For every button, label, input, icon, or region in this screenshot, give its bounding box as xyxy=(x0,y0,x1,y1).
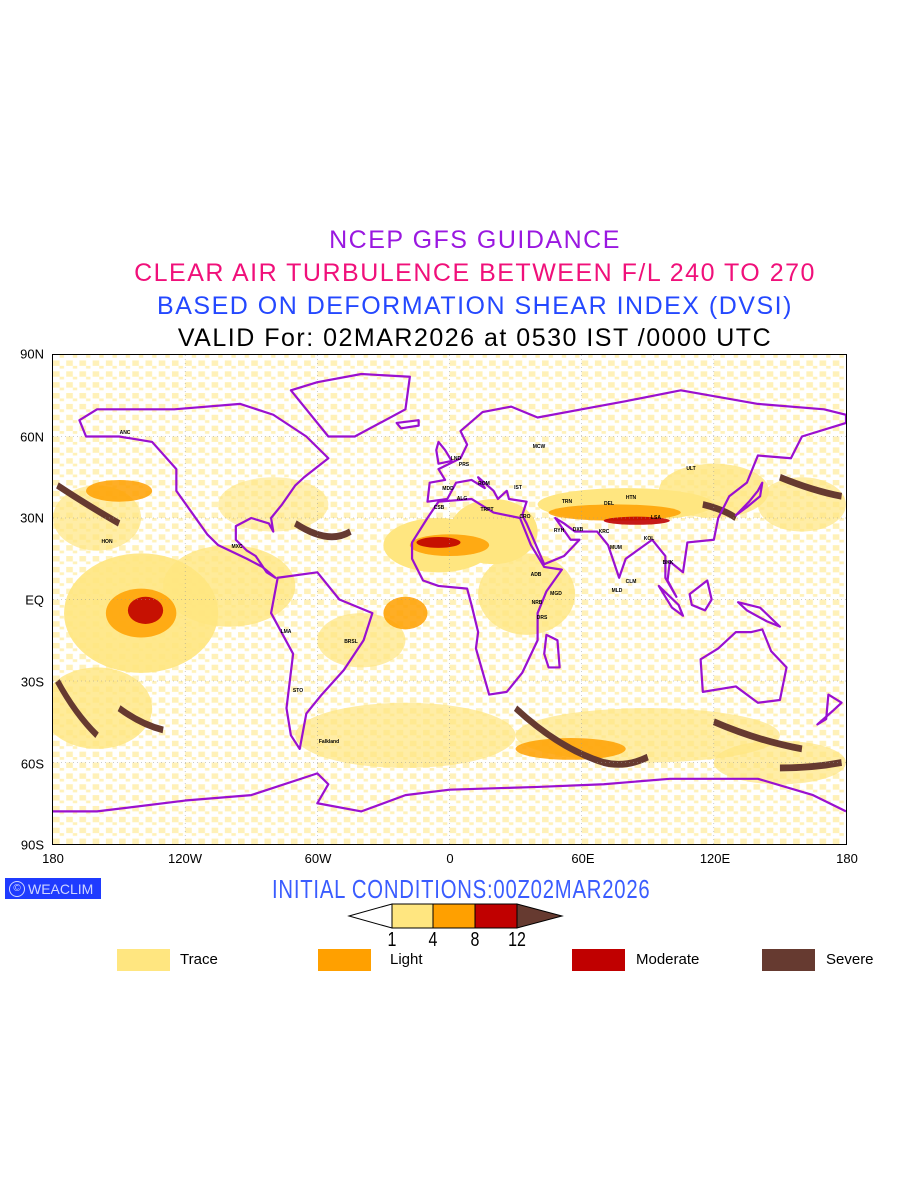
coastlines xyxy=(53,374,846,811)
station-label: NRB xyxy=(531,600,543,606)
colorbar-tick: 8 xyxy=(470,929,480,951)
lat-label: 60N xyxy=(20,429,44,445)
station-label: STO xyxy=(292,688,304,694)
graticule xyxy=(53,355,846,844)
colorbar-bin-trace xyxy=(391,903,434,929)
iceland-outline xyxy=(397,420,419,428)
station-label: LMA xyxy=(280,629,292,635)
australia-outline xyxy=(701,629,787,702)
lon-label: 120E xyxy=(699,851,731,866)
station-label: ROM xyxy=(478,481,490,487)
logo-text: WEACLIM xyxy=(28,880,94,897)
lon-label: 0 xyxy=(446,851,454,866)
station-label: Falkland xyxy=(318,739,340,745)
station-label: MLD xyxy=(611,588,623,594)
colorbar-tick: 4 xyxy=(428,929,438,951)
station-label: MCW xyxy=(532,444,546,450)
title-guidance: NCEP GFS GUIDANCE xyxy=(329,226,621,254)
colorbar-bin-light xyxy=(432,903,476,929)
sumatra-outline xyxy=(659,586,683,616)
station-label: MGD xyxy=(550,591,562,597)
colorbar-tick: 1 xyxy=(387,929,397,951)
initial-conditions-label: INITIAL CONDITIONS:00Z02MAR2026 xyxy=(272,874,651,904)
lon-label: 180 xyxy=(836,851,858,866)
south-america-outline xyxy=(271,572,372,749)
lon-label: 180 xyxy=(42,851,64,866)
legend-label-light: Light xyxy=(390,951,423,968)
north-america-outline xyxy=(79,404,328,578)
new-guinea-outline xyxy=(738,602,780,626)
station-label: HTN xyxy=(625,495,637,501)
lon-label: 120W xyxy=(168,851,202,866)
station-label: HON xyxy=(101,539,113,545)
station-label: CRO xyxy=(519,514,531,520)
antarctica-outline xyxy=(53,773,846,811)
station-label: KRC xyxy=(598,529,610,535)
legend-label-moderate: Moderate xyxy=(636,951,700,968)
title-product: CLEAR AIR TURBULENCE BETWEEN F/L 240 TO … xyxy=(134,259,816,287)
station-label: PRS xyxy=(458,462,470,468)
station-label: IST xyxy=(514,485,522,491)
turbulence-map: MCW LND PRS MDD ROM IST ALG CSB TRPT CRO… xyxy=(52,354,847,845)
map-canvas xyxy=(53,355,846,844)
legend-swatch-moderate xyxy=(572,949,625,971)
lat-label: 60S xyxy=(20,756,44,772)
lat-label: 90S xyxy=(20,837,44,853)
turbulence-moderate-areas xyxy=(127,516,670,624)
greenland-outline xyxy=(291,374,410,436)
weaclim-logo: © WEACLIM xyxy=(5,878,101,899)
uk-outline xyxy=(436,442,451,464)
colorbar xyxy=(347,903,564,929)
lat-label: 90N xyxy=(20,346,44,362)
station-label: RYH xyxy=(553,528,565,534)
station-label: DXB xyxy=(572,527,584,533)
lon-label: 60W xyxy=(304,851,332,866)
station-label: MUM xyxy=(610,545,622,551)
legend-swatch-severe xyxy=(762,949,815,971)
turbulence-severe-streaks xyxy=(55,474,843,772)
colorbar-bin-moderate xyxy=(474,903,518,929)
station-label: ALG xyxy=(456,496,468,502)
madagascar-outline xyxy=(544,635,559,668)
station-label: LND xyxy=(450,456,462,462)
lon-label: 60E xyxy=(571,851,595,866)
station-label: LSA xyxy=(651,515,661,521)
station-label: CLM xyxy=(625,579,637,585)
station-label: DRS xyxy=(536,615,548,621)
station-label: ULT xyxy=(686,466,696,472)
station-label: KOL xyxy=(643,536,655,542)
copyright-icon: © xyxy=(9,880,25,897)
station-label: DEL xyxy=(604,501,614,507)
station-label: BRSL xyxy=(344,639,358,645)
station-label: TRN xyxy=(561,499,573,505)
station-label: ADB xyxy=(530,572,542,578)
new-zealand-outline xyxy=(817,695,841,725)
legend-swatch-light xyxy=(318,949,371,971)
eurasia-outline xyxy=(427,390,846,596)
station-label: TRPT xyxy=(480,507,494,513)
lat-label: EQ xyxy=(25,592,44,608)
africa-outline xyxy=(412,499,562,695)
station-label: MDD xyxy=(442,486,454,492)
lat-label: 30N xyxy=(20,510,44,526)
lat-label: 30S xyxy=(20,674,44,690)
colorbar-under-arrow xyxy=(347,903,393,929)
station-label: MXC xyxy=(231,544,243,550)
station-label: CSB xyxy=(433,505,445,511)
colorbar-over-arrow xyxy=(516,903,564,929)
station-label: ANC xyxy=(119,430,131,436)
borneo-outline xyxy=(690,580,712,610)
legend-label-severe: Severe xyxy=(826,951,874,968)
japan-outline xyxy=(736,483,762,516)
legend-label-trace: Trace xyxy=(180,951,218,968)
title-method: BASED ON DEFORMATION SHEAR INDEX (DVSI) xyxy=(157,292,793,320)
title-valid-time: VALID For: 02MAR2026 at 0530 IST /0000 U… xyxy=(177,324,773,352)
colorbar-tick: 12 xyxy=(508,929,526,951)
station-label: BKK xyxy=(662,560,674,566)
legend-swatch-trace xyxy=(117,949,170,971)
